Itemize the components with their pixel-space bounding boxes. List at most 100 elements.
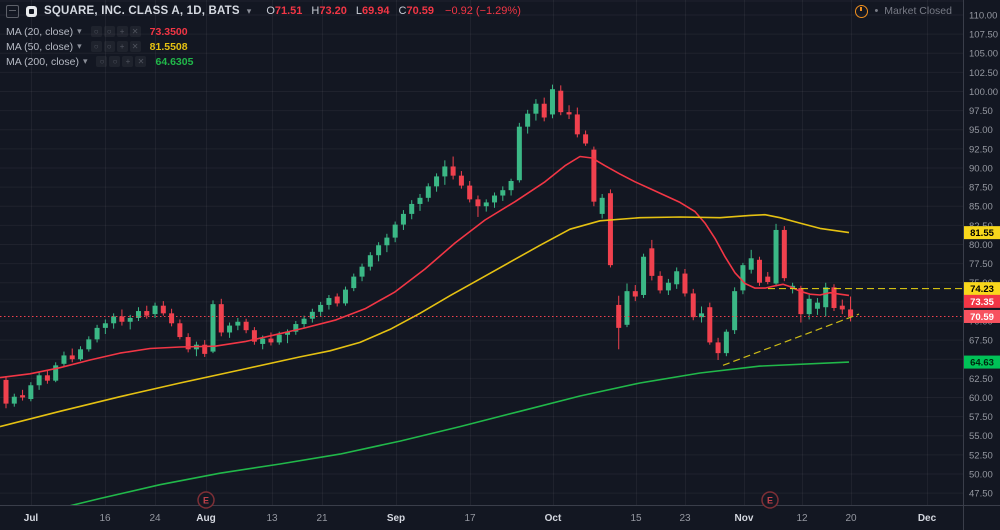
legend-row-ma200[interactable]: MA (200, close) ▾ ○ ○ + ✕ 64.6305: [6, 54, 193, 69]
open-value: 71.51: [274, 5, 303, 17]
candle-body: [839, 305, 845, 310]
svg-text:Dec: Dec: [918, 513, 937, 524]
candle-body: [326, 298, 332, 305]
grid: [0, 0, 1000, 505]
ma200-label[interactable]: MA (200, close): [6, 55, 79, 68]
ma50-label[interactable]: MA (50, close): [6, 40, 74, 53]
close-icon[interactable]: ✕: [129, 26, 141, 37]
candle-body: [831, 287, 837, 308]
eye-icon[interactable]: ○: [90, 41, 102, 52]
svg-text:23: 23: [679, 513, 691, 524]
candle-body: [285, 331, 291, 335]
eye-icon[interactable]: ○: [96, 56, 108, 67]
candle-body: [251, 330, 257, 342]
candle-body: [177, 323, 183, 338]
candle-body: [848, 309, 854, 317]
alert-clock-icon[interactable]: [855, 4, 869, 18]
chevron-down-icon[interactable]: ▾: [77, 26, 82, 36]
candle-body: [781, 229, 787, 279]
close-icon[interactable]: ✕: [129, 41, 141, 52]
candle-body: [243, 321, 249, 331]
candle-body: [218, 304, 224, 333]
candle-body: [301, 318, 307, 325]
svg-text:80.00: 80.00: [969, 240, 993, 251]
add-icon[interactable]: +: [122, 56, 134, 67]
ma20-label[interactable]: MA (20, close): [6, 25, 74, 38]
candle-body: [44, 375, 50, 381]
price-label-badge: [964, 282, 1000, 296]
candle-body: [417, 197, 423, 204]
candle-body: [425, 186, 431, 198]
candle-body: [434, 176, 440, 187]
ohlc-readout: O71.51 H73.20 L69.94 C70.59 −0.92 (−1.29…: [266, 5, 521, 17]
gear-icon[interactable]: ○: [103, 41, 115, 52]
candle-body: [591, 149, 597, 202]
ma-20-line: [0, 155, 850, 379]
chevron-down-icon[interactable]: ▾: [246, 5, 252, 16]
add-icon[interactable]: +: [116, 26, 128, 37]
candle-body: [723, 331, 729, 354]
earnings-marker[interactable]: [197, 491, 215, 509]
candle-body: [450, 166, 456, 176]
add-icon[interactable]: +: [116, 41, 128, 52]
svg-text:Sep: Sep: [387, 513, 405, 524]
high-value: 73.20: [319, 5, 347, 17]
candle-body: [765, 276, 771, 282]
candle-body: [102, 323, 108, 328]
candle-body: [144, 311, 150, 316]
chevron-down-icon[interactable]: ▾: [77, 41, 82, 51]
svg-text:81.55: 81.55: [970, 228, 994, 239]
candle-body: [20, 395, 26, 398]
candle-body: [293, 324, 299, 332]
open-label: O: [266, 5, 275, 17]
candle-body: [814, 302, 820, 309]
candle-body: [119, 316, 125, 322]
time-axis-panel[interactable]: [0, 505, 1000, 530]
market-status: • Market Closed: [855, 0, 952, 22]
candle-body: [409, 203, 415, 214]
svg-text:52.50: 52.50: [969, 450, 993, 461]
eye-icon[interactable]: ○: [90, 26, 102, 37]
price-axis-labels[interactable]: 110.00 107.50 105.00 102.50 100.00 97.50 95.00…: [964, 10, 1000, 500]
earnings-marker[interactable]: [761, 491, 779, 509]
candle-body: [682, 273, 688, 294]
candle-body: [500, 190, 506, 196]
candle-body: [740, 265, 746, 291]
candle-body: [11, 396, 17, 404]
ma-200-line: [36, 361, 850, 515]
trend-line[interactable]: [722, 313, 860, 366]
candle-body: [641, 256, 647, 295]
gear-icon[interactable]: ○: [109, 56, 121, 67]
indicator-legend: MA (20, close) ▾ ○ ○ + ✕ 73.3500 MA (50,…: [6, 24, 193, 69]
chart-header: SQUARE, INC. CLASS A, 1D, BATS ▾ O71.51 …: [0, 0, 521, 22]
chevron-down-icon[interactable]: ▾: [82, 56, 88, 66]
high-label: H: [311, 5, 320, 17]
svg-text:60.00: 60.00: [969, 393, 993, 404]
candle-body: [359, 266, 365, 277]
svg-text:16: 16: [99, 513, 111, 524]
candle-body: [690, 293, 696, 318]
svg-text:97.50: 97.50: [969, 106, 993, 117]
candle-body: [748, 258, 754, 270]
candle-body: [607, 193, 613, 266]
collapse-panel-icon[interactable]: [6, 4, 19, 18]
candle-body: [806, 298, 812, 315]
candle-body: [235, 321, 241, 326]
gear-icon[interactable]: ○: [103, 26, 115, 37]
svg-text:85.00: 85.00: [969, 202, 993, 213]
ma-50-line: [0, 213, 850, 428]
candle-body: [86, 339, 92, 350]
candle-body: [458, 175, 464, 186]
low-value: 69.94: [362, 5, 390, 17]
legend-row-ma50[interactable]: MA (50, close) ▾ ○ ○ + ✕ 81.5508: [6, 39, 193, 54]
svg-text:102.50: 102.50: [969, 68, 998, 79]
close-icon[interactable]: ✕: [135, 56, 147, 67]
symbol-title[interactable]: SQUARE, INC. CLASS A, 1D, BATS: [44, 5, 240, 17]
candle-body: [276, 334, 282, 343]
price-axis-panel[interactable]: [963, 0, 1000, 530]
time-axis-labels[interactable]: Jul 16 24 Aug 13 21 Sep 17 Oct 15 23 Nov 12 20 Dec: [24, 513, 937, 524]
legend-row-ma20[interactable]: MA (20, close) ▾ ○ ○ + ✕ 73.3500: [6, 24, 193, 39]
candle-body: [649, 248, 655, 276]
